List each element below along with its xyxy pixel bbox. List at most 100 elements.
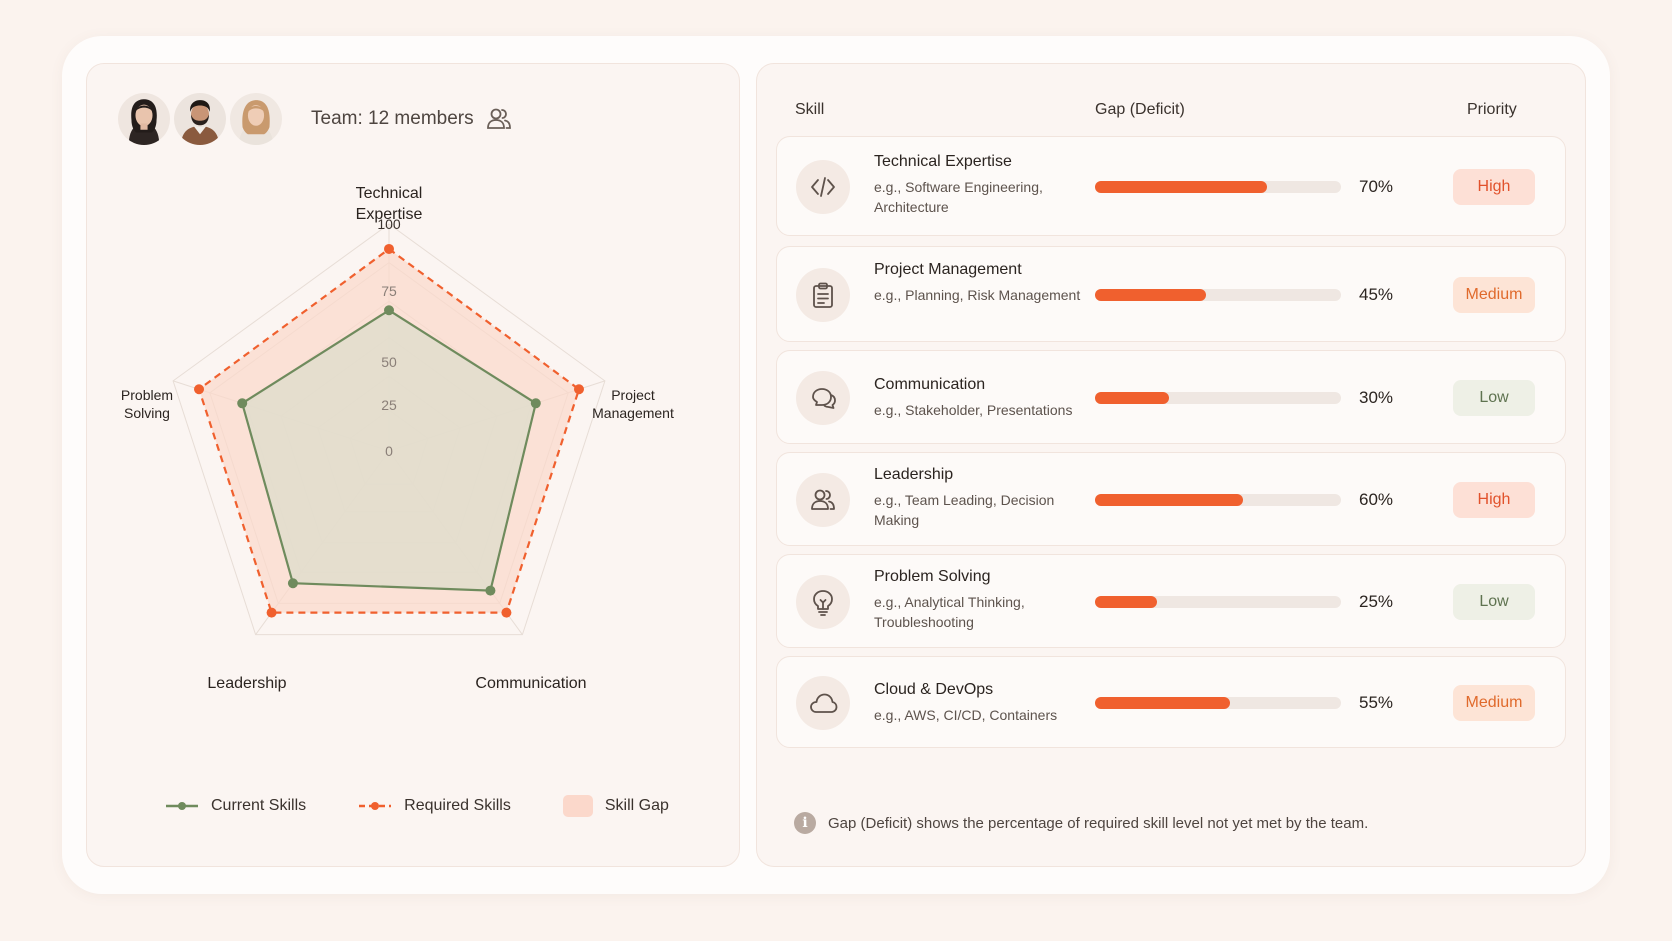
radar-tick-label: 50 bbox=[381, 354, 397, 370]
radar-grid-ring bbox=[172, 223, 606, 636]
skill-description: e.g., Planning, Risk Management bbox=[874, 287, 1081, 303]
info-icon: i bbox=[794, 812, 816, 834]
legend-gap-swatch bbox=[562, 795, 593, 817]
required-skill-point bbox=[266, 607, 277, 618]
gap-bar-fill bbox=[1095, 596, 1157, 608]
gap-bar-track bbox=[1095, 392, 1341, 404]
skill-description: e.g., AWS, CI/CD, Containers bbox=[874, 707, 1058, 723]
skill-icon-badge bbox=[796, 268, 850, 322]
skill-icon-badge bbox=[796, 473, 850, 527]
gap-bar-fill bbox=[1095, 697, 1231, 709]
gap-percent: 55% bbox=[1359, 693, 1394, 712]
radar-axis-label: Leadership bbox=[207, 675, 286, 692]
required-skill-point bbox=[501, 607, 512, 618]
radar-tick-label: 0 bbox=[385, 443, 393, 459]
column-header-gap[interactable]: Gap (Deficit) bbox=[1095, 101, 1185, 118]
radar-axis-label: Project Management bbox=[592, 387, 674, 421]
avatar-woman-2-icon bbox=[230, 93, 282, 145]
legend-gap[interactable]: Skill Gap bbox=[562, 795, 669, 817]
radar-axis-label: Problem Solving bbox=[121, 387, 173, 421]
skill-description: e.g., Stakeholder, Presentations bbox=[874, 402, 1073, 418]
gap-percent: 30% bbox=[1359, 388, 1394, 407]
skill-description: e.g., Team Leading, Decision Making bbox=[874, 492, 1055, 528]
radar-axis-label-line: Problem bbox=[121, 387, 173, 403]
gap-bar-track bbox=[1095, 596, 1341, 608]
skill-title: Project Management bbox=[874, 261, 1022, 278]
clipboard-icon bbox=[813, 282, 833, 308]
footnote-text: Gap (Deficit) shows the percentage of re… bbox=[828, 814, 1369, 832]
skill-title: Technical Expertise bbox=[874, 153, 1012, 170]
radar-tick-label: 75 bbox=[381, 283, 397, 299]
skill-title: Cloud & DevOps bbox=[874, 681, 994, 698]
users-icon bbox=[811, 489, 835, 510]
legend-required-marker bbox=[359, 802, 392, 810]
current-skill-point bbox=[384, 305, 394, 316]
gap-bar-fill bbox=[1095, 289, 1206, 301]
team-size-label: Team: 12 members bbox=[311, 108, 474, 129]
table-row[interactable]: Problem Solving e.g., Analytical Thinking… bbox=[776, 554, 1566, 648]
gap-percent: 60% bbox=[1359, 490, 1394, 509]
radar-current-area bbox=[242, 310, 536, 591]
table-row[interactable]: Cloud & DevOps e.g., AWS, CI/CD, Containe… bbox=[776, 656, 1566, 748]
table-row[interactable]: Project Management e.g., Planning, Risk M… bbox=[776, 246, 1566, 342]
required-skill-point bbox=[384, 243, 394, 254]
users-icon[interactable] bbox=[485, 105, 513, 133]
current-skill-point bbox=[237, 398, 248, 409]
current-skill-point bbox=[485, 585, 496, 596]
table-row[interactable]: Communication e.g., Stakeholder, Presenta… bbox=[776, 350, 1566, 444]
chat-bubbles-icon bbox=[812, 388, 836, 409]
required-skill-point bbox=[194, 384, 205, 395]
radar-axis-label-line: Expertise bbox=[356, 206, 423, 223]
legend-current-label: Current Skills bbox=[211, 797, 307, 814]
radar-panel: Team: 12 members 0 25 50 75 100 Technical Expe… bbox=[86, 63, 740, 867]
footnote: i Gap (Deficit) shows the percentage of … bbox=[794, 812, 1368, 834]
current-skill-point bbox=[287, 578, 298, 589]
skill-icon-badge bbox=[796, 160, 850, 214]
avatar[interactable] bbox=[115, 90, 173, 148]
legend-required-label: Required Skills bbox=[404, 797, 511, 814]
gap-bar-fill bbox=[1095, 181, 1268, 193]
legend-current[interactable]: Current Skills bbox=[165, 797, 306, 815]
skill-title: Communication bbox=[874, 376, 986, 393]
gap-percent: 70% bbox=[1359, 177, 1394, 196]
radar-tick-label: 100 bbox=[377, 216, 401, 232]
table-row[interactable]: Technical Expertise e.g., Software Engine… bbox=[776, 136, 1566, 236]
required-skills-line bbox=[197, 247, 581, 614]
gap-bar-track bbox=[1095, 181, 1341, 193]
code-icon bbox=[811, 177, 835, 197]
priority-badge: Low bbox=[1453, 380, 1535, 416]
gap-bar-track bbox=[1095, 697, 1341, 709]
legend-required[interactable]: Required Skills bbox=[358, 797, 511, 815]
table-row[interactable]: Leadership e.g., Team Leading, Decision M… bbox=[776, 452, 1566, 546]
radar-axis-label-line: Project bbox=[611, 387, 655, 403]
skill-description: e.g., Software Engineering, Architecture bbox=[874, 179, 1043, 215]
current-skill-point bbox=[530, 398, 541, 409]
cloud-icon bbox=[810, 693, 838, 713]
gap-percent: 25% bbox=[1359, 592, 1394, 611]
skill-icon-badge bbox=[796, 676, 850, 730]
gap-bar-track bbox=[1095, 494, 1341, 506]
priority-badge: Medium bbox=[1453, 277, 1535, 313]
legend-current-marker bbox=[166, 802, 198, 810]
radar-axis-label-line: Communication bbox=[475, 675, 586, 692]
column-header-priority[interactable]: Priority bbox=[1467, 101, 1517, 118]
avatar-man-icon bbox=[174, 93, 226, 145]
column-header-skill[interactable]: Skill bbox=[795, 101, 825, 118]
radar-axis-label: Communication bbox=[475, 675, 586, 692]
lightbulb-icon bbox=[813, 590, 833, 616]
radar-axis-label-line: Management bbox=[592, 405, 674, 421]
skill-description: e.g., Analytical Thinking, Troubleshooti… bbox=[874, 594, 1025, 630]
current-skills-line bbox=[240, 308, 538, 592]
radar-tick-label: 25 bbox=[381, 397, 397, 413]
team-avatars bbox=[115, 90, 285, 148]
priority-badge: Low bbox=[1453, 584, 1535, 620]
radar-axis-label-line: Solving bbox=[124, 405, 170, 421]
skill-icon-badge bbox=[796, 575, 850, 629]
radar-axis-label: Technical Expertise bbox=[356, 185, 423, 223]
required-skill-point bbox=[573, 384, 584, 395]
avatar[interactable] bbox=[171, 90, 229, 148]
skill-icon-badge bbox=[796, 371, 850, 425]
legend-gap-label: Skill Gap bbox=[604, 797, 669, 814]
avatar[interactable] bbox=[227, 90, 285, 148]
priority-badge: High bbox=[1453, 169, 1535, 205]
